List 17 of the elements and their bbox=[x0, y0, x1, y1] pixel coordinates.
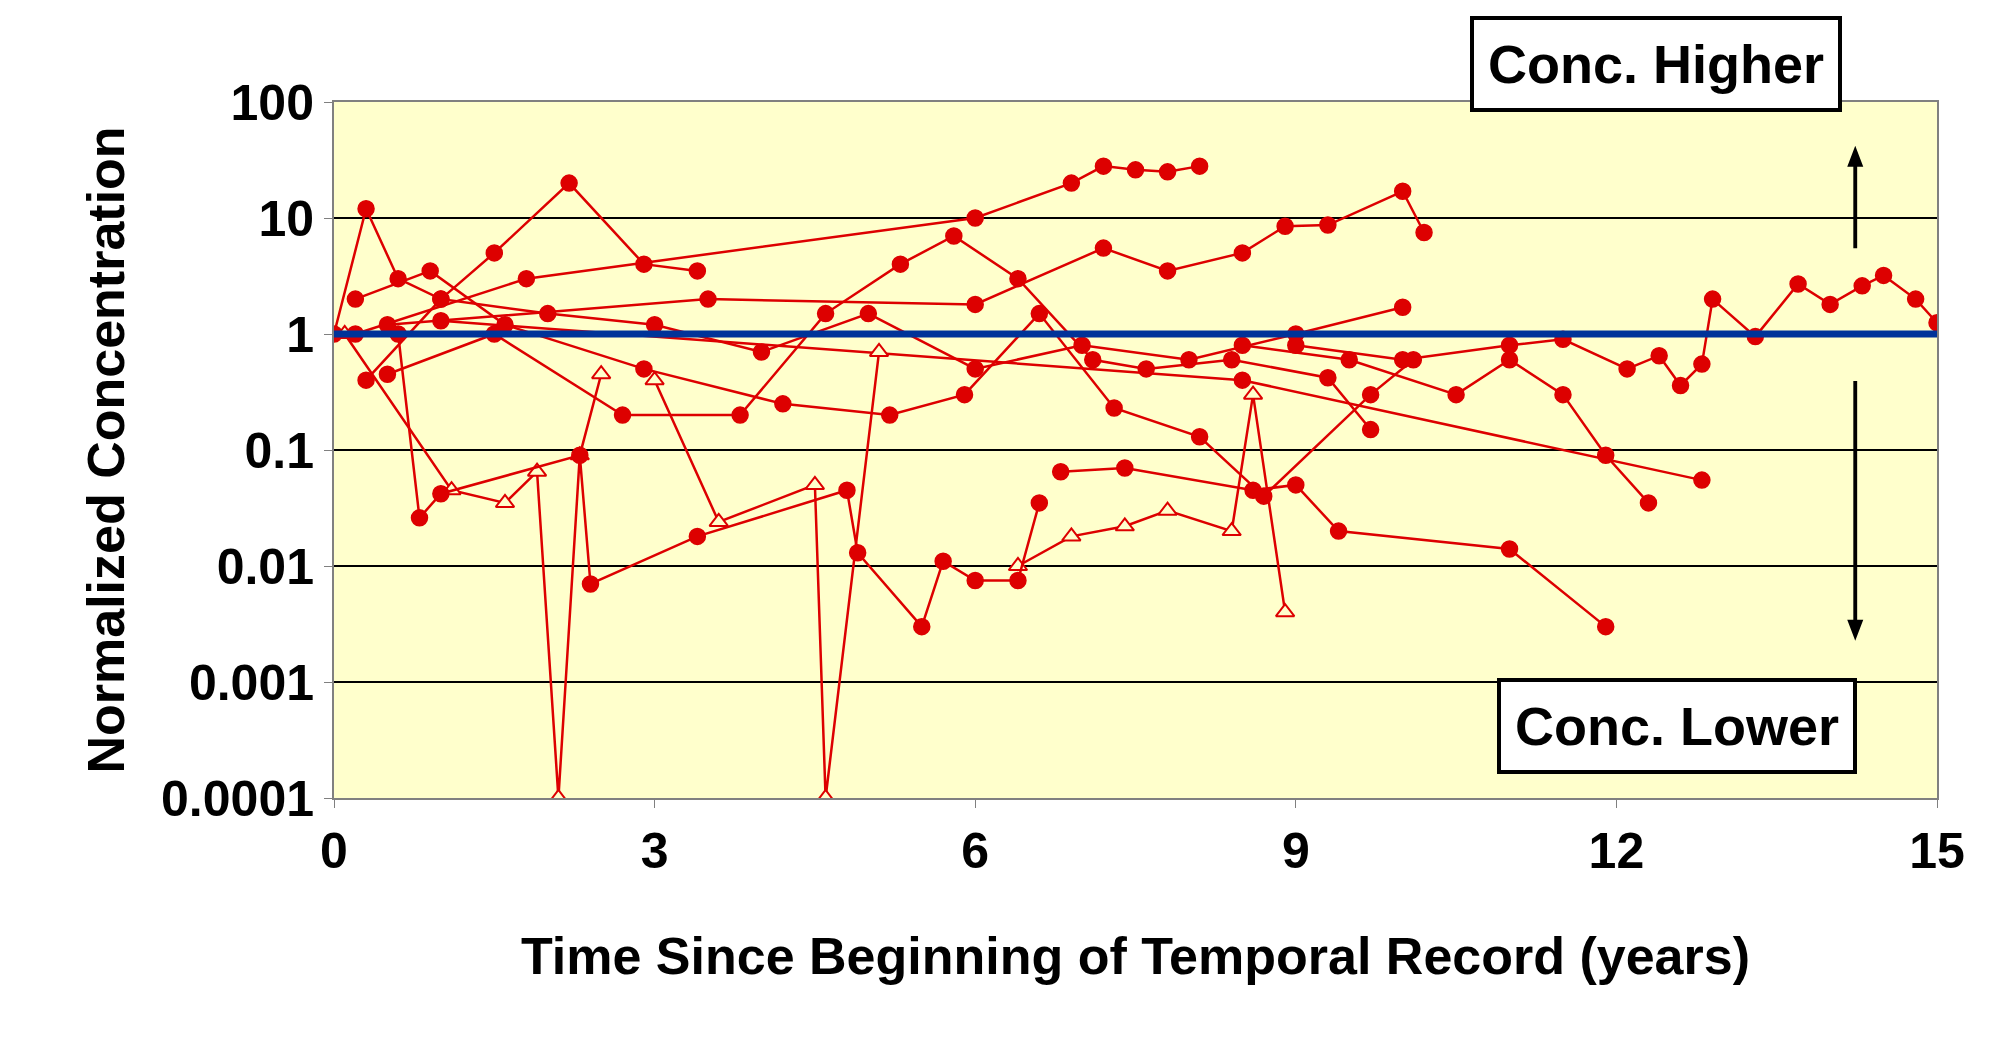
x-tick-label: 15 bbox=[1909, 823, 1965, 879]
y-tick-label: 0.01 bbox=[216, 538, 314, 595]
annotation: Conc. Lower bbox=[1515, 696, 1840, 756]
x-tick-label: 6 bbox=[961, 823, 990, 879]
y-tick-label: 0.1 bbox=[244, 422, 314, 479]
x-tick-label: 3 bbox=[640, 823, 669, 879]
x-tick-label: 12 bbox=[1588, 823, 1645, 879]
y-axis-title: Normalized Concentration bbox=[76, 126, 135, 774]
y-tick-label: 100 bbox=[230, 74, 314, 131]
x-axis-title: Time Since Beginning of Temporal Record (years) bbox=[520, 927, 1751, 986]
y-tick-label: 1 bbox=[286, 306, 314, 363]
x-tick-label: 9 bbox=[1281, 823, 1310, 879]
y-tick-label: 0.0001 bbox=[161, 770, 314, 827]
y-tick-label: 0.001 bbox=[188, 654, 314, 711]
x-tick-label: 0 bbox=[320, 823, 348, 879]
text: Conc. Higher bbox=[1488, 34, 1825, 94]
y-tick-label: 10 bbox=[258, 190, 314, 247]
